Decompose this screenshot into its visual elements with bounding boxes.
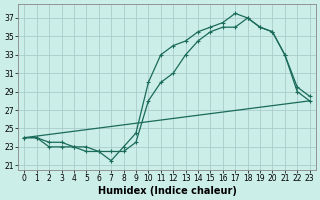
X-axis label: Humidex (Indice chaleur): Humidex (Indice chaleur) [98, 186, 236, 196]
